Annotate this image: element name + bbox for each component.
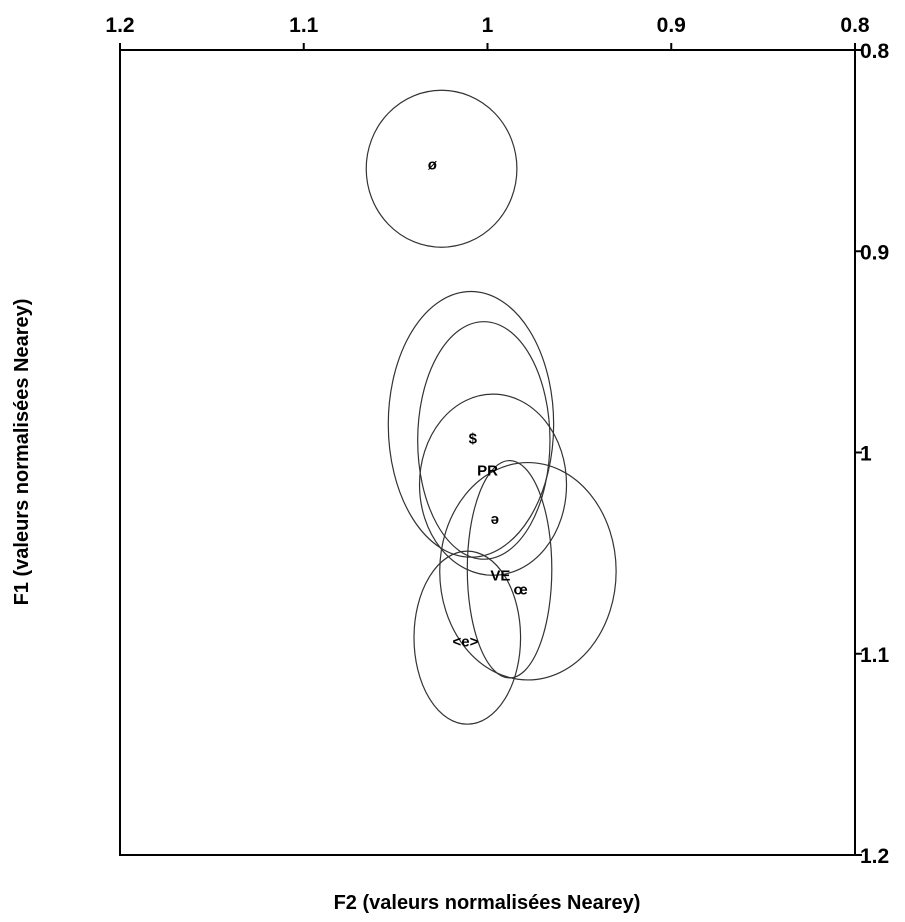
vowel-label: ø xyxy=(428,157,438,174)
y-tick-label: 1 xyxy=(860,443,872,466)
confidence-ellipse xyxy=(413,550,522,725)
confidence-ellipse xyxy=(365,89,518,248)
confidence-ellipses xyxy=(365,89,617,725)
vowel-label: VE xyxy=(490,567,510,584)
vowel-label: ə xyxy=(491,511,499,528)
confidence-ellipse xyxy=(387,290,555,558)
x-tick-label: 1.2 xyxy=(105,14,134,37)
vowel-label: <e> xyxy=(453,634,479,651)
y-tick-label: 1.2 xyxy=(860,845,889,868)
confidence-ellipse xyxy=(417,321,551,560)
x-tick-label: 1.1 xyxy=(289,14,319,37)
vowel-label: $ xyxy=(469,430,478,447)
x-tick-label: 0.8 xyxy=(840,14,870,37)
vowel-labels: ø $ PR ə VEœ <e> xyxy=(428,157,528,651)
confidence-ellipse xyxy=(439,461,617,681)
y-tick-label: 1.1 xyxy=(860,644,890,667)
x-axis-ticks: 1.2 1.1 1 0.9 0.8 xyxy=(105,14,870,50)
vowel-label: œ xyxy=(513,581,527,598)
x-tick-label: 0.9 xyxy=(657,14,686,37)
x-tick-label: 1 xyxy=(482,14,494,37)
y-axis-title: F1 (valeurs normalisées Nearey) xyxy=(11,299,33,606)
confidence-ellipse xyxy=(418,393,568,576)
y-axis-ticks: 0.8 0.9 1 1.1 1.2 xyxy=(855,40,890,868)
y-tick-label: 0.8 xyxy=(860,40,890,63)
x-axis-title: F2 (valeurs normalisées Nearey) xyxy=(334,892,641,914)
y-tick-label: 0.9 xyxy=(860,241,889,264)
vowel-label: PR xyxy=(477,463,498,480)
plot-frame xyxy=(119,49,856,856)
